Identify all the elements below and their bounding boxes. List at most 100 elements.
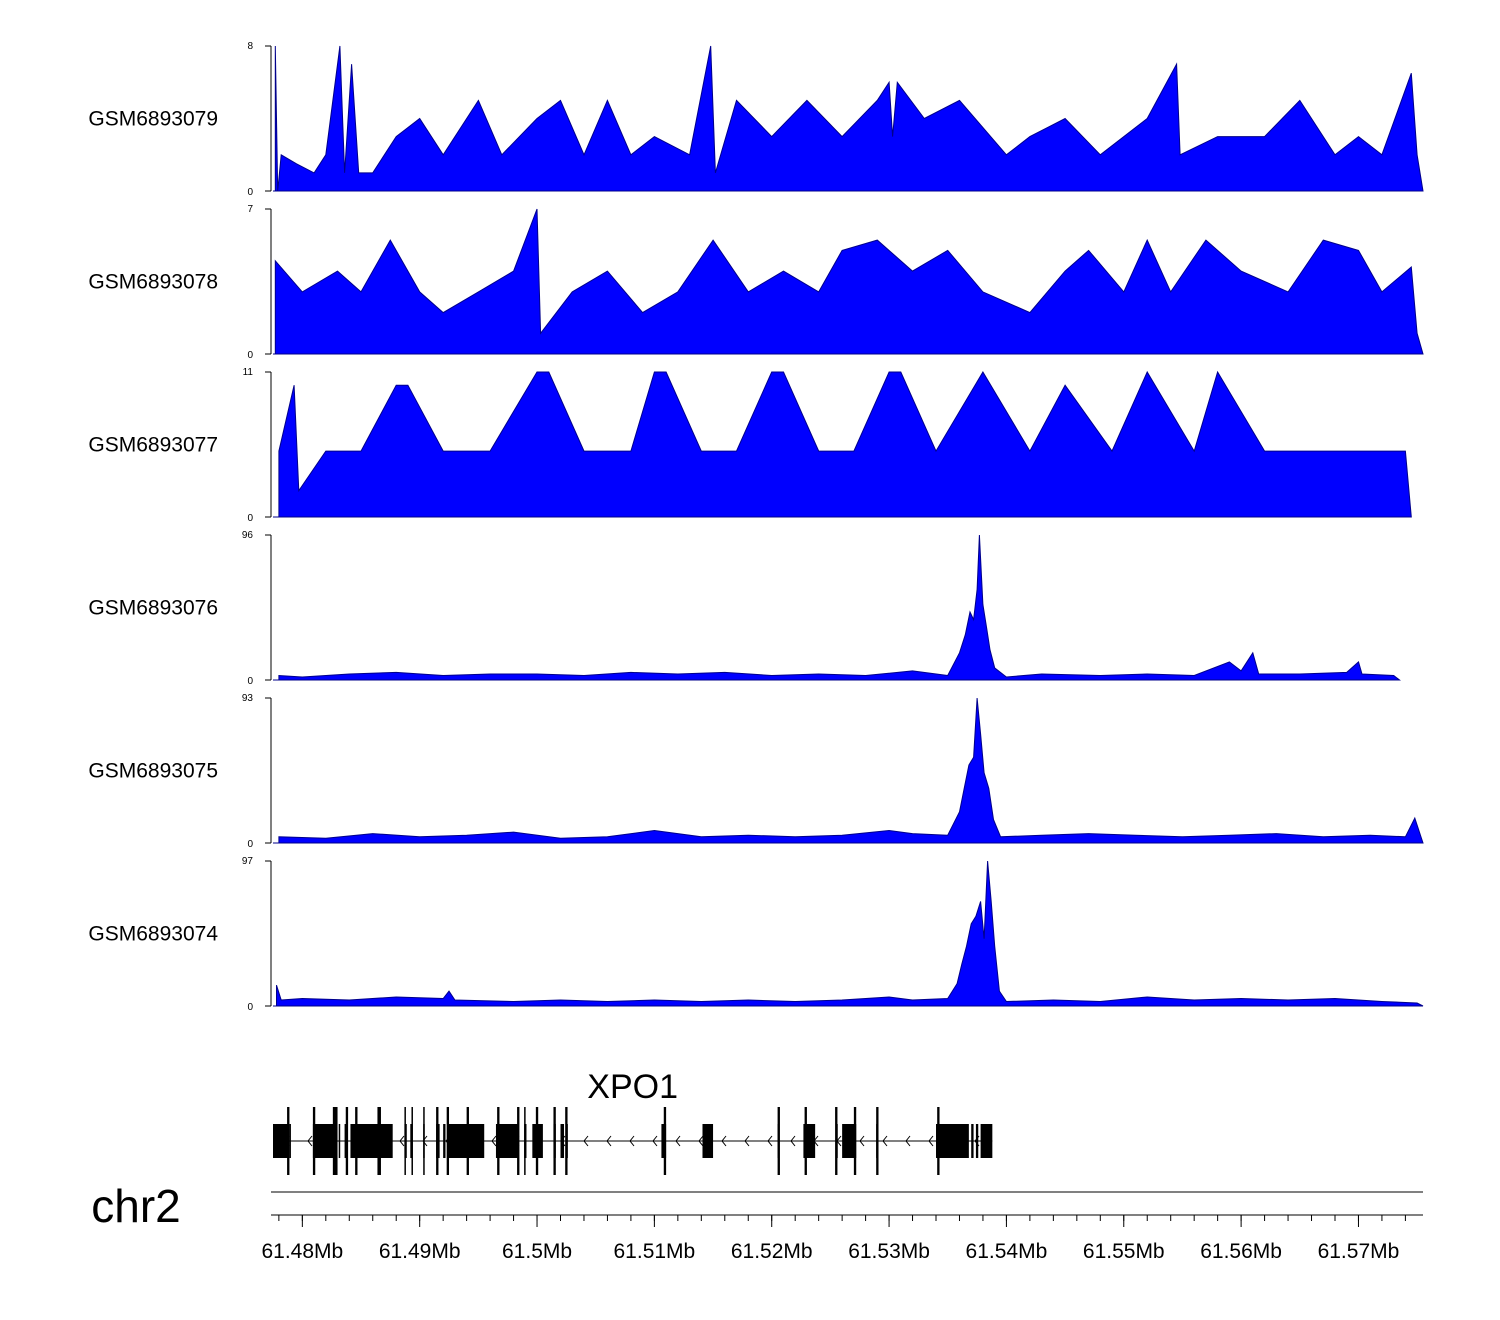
gene-exon [338, 1124, 341, 1158]
strand-arrow [583, 1135, 589, 1147]
gene-exon [447, 1124, 485, 1158]
axis-tick-label: 61.53Mb [848, 1240, 930, 1263]
gene-exon-marker [355, 1107, 358, 1175]
strand-arrow [675, 1135, 681, 1147]
strand-arrow [744, 1135, 750, 1147]
gene-track: XPO1 [273, 1068, 993, 1175]
track-gsm6893076: GSM6893076 96 0 [88, 530, 1401, 687]
genomic-axis: chr2 61.48Mb 61.49Mb 61.5Mb 61.51Mb 61.52Mb 6… [91, 1180, 1423, 1263]
strand-arrow [882, 1135, 888, 1147]
gene-exon [289, 1124, 291, 1158]
strand-arrow [767, 1135, 773, 1147]
signal-tracks: GSM689307980GSM689307870GSM6893077110GSM… [88, 41, 1424, 1013]
gene-exon [344, 1124, 347, 1158]
gene-exon-marker [446, 1107, 450, 1175]
y-tick-label-max: 7 [247, 204, 253, 215]
strand-arrow [629, 1135, 635, 1147]
gene-exon [975, 1124, 979, 1158]
gene-exon-marker [404, 1107, 406, 1175]
gene-exon-marker [287, 1107, 290, 1175]
strand-arrow [698, 1135, 704, 1147]
signal-area [278, 370, 1412, 518]
axis-tick-label: 61.55Mb [1083, 1240, 1165, 1263]
axis-tick-label: 61.52Mb [731, 1240, 813, 1263]
gene-exon-marker [423, 1107, 425, 1175]
gene-exon [702, 1124, 714, 1158]
gene-exon-marker [411, 1107, 413, 1175]
gene-exon [936, 1124, 969, 1158]
signal-area [274, 208, 1424, 355]
axis-tick-label: 61.54Mb [966, 1240, 1048, 1263]
track-gsm6893077: GSM6893077 11 0 [88, 367, 1412, 524]
gene-exon [350, 1124, 393, 1158]
y-tick-label-min: 0 [247, 1002, 253, 1013]
strand-arrow [721, 1135, 727, 1147]
axis-tick-label: 61.56Mb [1200, 1240, 1282, 1263]
signal-area [276, 860, 1424, 1007]
strand-arrow [928, 1135, 934, 1147]
gene-exon [842, 1124, 857, 1158]
y-tick-label-min: 0 [247, 839, 253, 850]
track-label: GSM6893076 [88, 597, 218, 620]
gene-exon-marker [345, 1107, 349, 1175]
strand-arrow [859, 1135, 865, 1147]
gene-exon-marker [937, 1107, 940, 1175]
gene-exon [312, 1124, 336, 1158]
strand-arrow [652, 1135, 658, 1147]
strand-arrow [491, 1135, 497, 1147]
gene-exon-marker [377, 1107, 381, 1175]
gene-exon-marker [804, 1107, 807, 1175]
track-label: GSM6893078 [88, 271, 218, 294]
gene-exon-marker [876, 1107, 879, 1175]
gene-exon [495, 1124, 519, 1158]
gene-exon [443, 1124, 446, 1158]
gene-exon-marker [312, 1107, 316, 1175]
gene-exon [971, 1124, 974, 1158]
gene-exon-marker [517, 1107, 520, 1175]
gene-exon-marker [553, 1107, 556, 1175]
axis-tick-label: 61.57Mb [1318, 1240, 1400, 1263]
gene-exon [803, 1124, 816, 1158]
axis-tick-label: 61.48Mb [261, 1240, 343, 1263]
gene-exon-marker [332, 1107, 338, 1175]
y-tick-label-min: 0 [247, 513, 253, 524]
y-tick-label-max: 97 [242, 856, 254, 867]
axis-tick-label: 61.5Mb [502, 1240, 572, 1263]
gene-exon-marker [777, 1107, 780, 1175]
y-tick-label-max: 93 [242, 693, 254, 704]
gene-exon-marker [436, 1107, 439, 1175]
gene-exon-marker [853, 1107, 857, 1175]
y-tick-label-max: 11 [243, 367, 254, 378]
strand-arrow [790, 1135, 796, 1147]
track-label: GSM6893075 [88, 760, 218, 783]
y-tick-label-max: 96 [242, 530, 254, 541]
y-tick-label-min: 0 [247, 350, 253, 361]
axis-tick-label: 61.51Mb [614, 1240, 696, 1263]
gene-exon-marker [835, 1107, 838, 1175]
y-tick-label-max: 8 [247, 41, 253, 52]
signal-area [278, 534, 1401, 681]
track-label: GSM6893079 [88, 108, 218, 131]
gene-exon [273, 1124, 289, 1158]
signal-area [278, 697, 1424, 844]
gene-exon [980, 1124, 993, 1158]
y-tick-label-min: 0 [247, 676, 253, 687]
gene-exon-marker [524, 1107, 526, 1175]
track-label: GSM6893074 [88, 923, 218, 946]
strand-arrow [422, 1135, 428, 1147]
axis-tick-label: 61.49Mb [379, 1240, 461, 1263]
strand-arrow [307, 1135, 313, 1147]
track-gsm6893078: GSM6893078 7 0 [88, 204, 1424, 361]
y-tick-label-min: 0 [247, 187, 253, 198]
track-gsm6893075: GSM6893075 93 0 [88, 693, 1424, 850]
track-label: GSM6893077 [88, 434, 218, 457]
signal-area [274, 45, 1424, 192]
strand-arrow [606, 1135, 612, 1147]
gene-exon-marker [565, 1107, 568, 1175]
gene-exon-marker [535, 1107, 539, 1175]
strand-arrow [399, 1135, 405, 1147]
gene-exon-marker [466, 1107, 469, 1175]
gene-exon-marker [663, 1107, 667, 1175]
chromosome-label: chr2 [91, 1180, 180, 1232]
